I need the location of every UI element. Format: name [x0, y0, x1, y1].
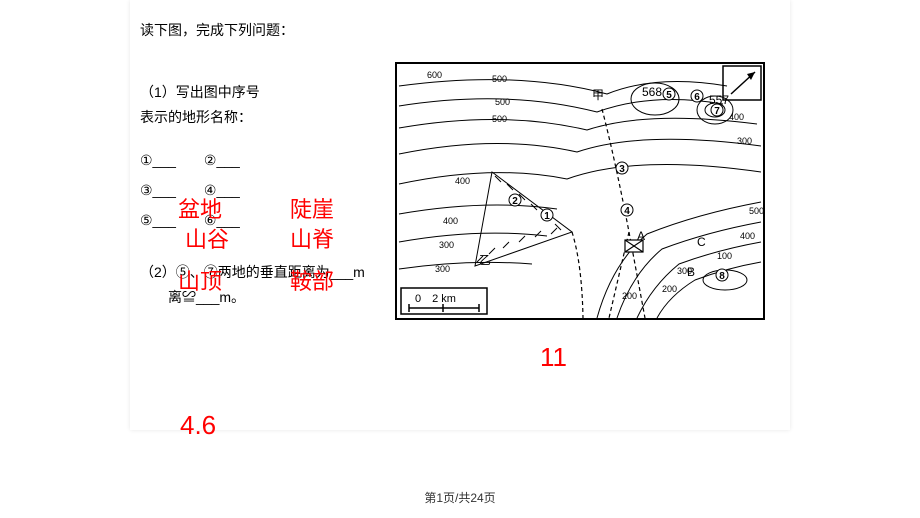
map-svg: 600 500 500 500 400 400 300 300 200 200 300 100 400 5… [397, 64, 763, 318]
svg-text:500: 500 [495, 97, 510, 107]
svg-text:8: 8 [719, 271, 725, 282]
svg-text:A: A [637, 229, 645, 243]
svg-text:300: 300 [435, 264, 450, 274]
svg-text:乙: 乙 [479, 253, 491, 267]
svg-text:400: 400 [455, 176, 470, 186]
answer-11: 11 [540, 342, 567, 373]
svg-text:100: 100 [717, 251, 732, 261]
svg-text:0 2 km: 0 2 km [415, 293, 456, 305]
svg-text:4: 4 [624, 206, 630, 217]
svg-text:500: 500 [492, 74, 507, 84]
svg-text:5: 5 [666, 90, 672, 101]
svg-text:400: 400 [729, 112, 744, 122]
question-1: （1）写出图中序号 表示的地形名称： [140, 80, 260, 130]
blank-row-1: ①___ ②___ [140, 150, 240, 170]
svg-text:300: 300 [737, 136, 752, 146]
svg-text:400: 400 [740, 231, 755, 241]
svg-text:3: 3 [619, 164, 625, 175]
answer-peak: 山顶 [178, 264, 222, 296]
svg-text:400: 400 [443, 216, 458, 226]
svg-text:6: 6 [694, 92, 700, 103]
svg-text:568: 568 [642, 85, 662, 99]
svg-text:500: 500 [492, 114, 507, 124]
svg-text:600: 600 [427, 70, 442, 80]
svg-text:甲: 甲 [592, 88, 604, 102]
prompt-text: 读下图，完成下列问题： [140, 20, 294, 40]
svg-text:B: B [687, 265, 695, 279]
svg-text:500: 500 [749, 206, 763, 216]
page-footer: 第1页/共24页 [0, 489, 920, 506]
svg-text:1: 1 [544, 211, 550, 222]
contour-map: 600 500 500 500 400 400 300 300 200 200 300 100 400 5… [395, 62, 765, 320]
svg-text:300: 300 [439, 240, 454, 250]
answer-cliff: 陡崖 [290, 192, 334, 224]
answer-46: 4.6 [180, 410, 216, 441]
answer-ridge: 山脊 [290, 222, 334, 254]
answer-valley: 山谷 [185, 222, 229, 254]
svg-text:7: 7 [714, 106, 720, 117]
svg-text:C: C [697, 235, 706, 249]
svg-text:2: 2 [512, 196, 518, 207]
q1-line-a: （1）写出图中序号 [140, 80, 260, 105]
answer-saddle: 鞍部 [290, 264, 334, 296]
q1-line-b: 表示的地形名称： [140, 105, 260, 130]
svg-text:200: 200 [622, 291, 637, 301]
svg-text:200: 200 [662, 284, 677, 294]
answer-basin: 盆地 [178, 192, 222, 224]
